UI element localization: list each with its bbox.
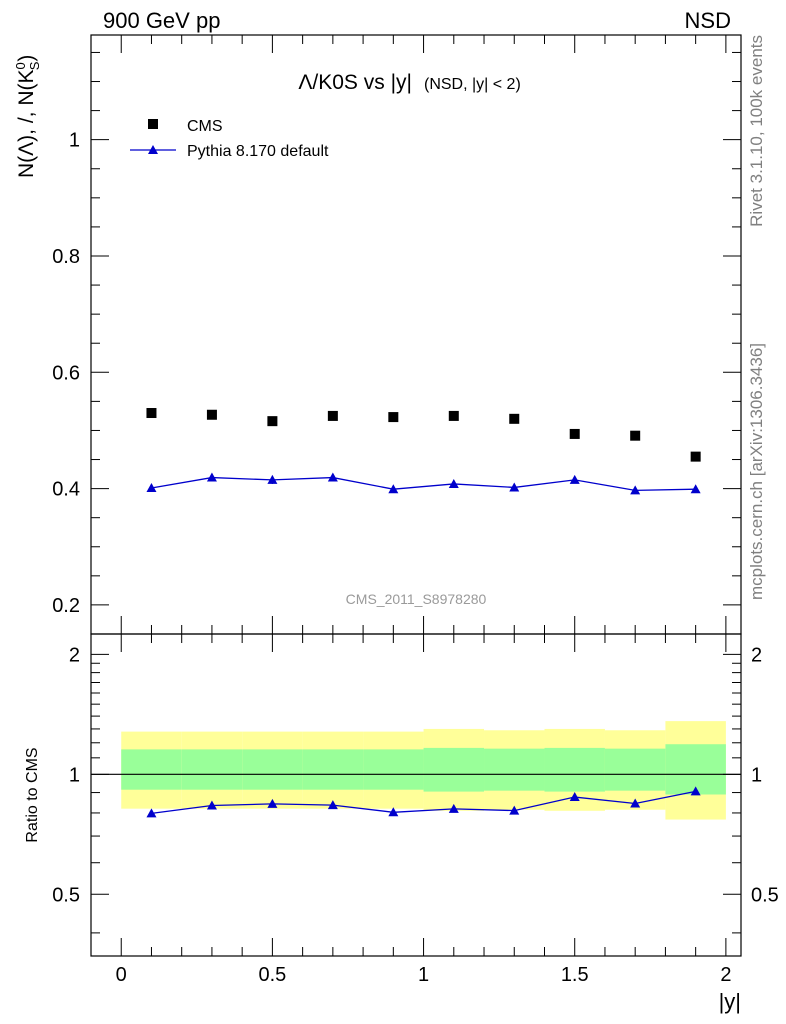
cms-point: [267, 416, 278, 427]
ratio-band-stat: [121, 749, 182, 790]
cms-point: [690, 451, 701, 462]
pythia-point: [267, 474, 278, 484]
cms-point: [206, 409, 217, 420]
source-label: mcplots.cern.ch [arXiv:1306.3436]: [747, 343, 766, 600]
main-y-tick-label: 0.6: [52, 362, 80, 384]
main-y-tick-label: 0.8: [52, 246, 80, 268]
cms-point: [388, 412, 399, 423]
ratio-uncertainty-bands: [121, 721, 726, 820]
legend-pythia-label: Pythia 8.170 default: [187, 143, 329, 160]
x-axis-label: |y|: [719, 989, 741, 1014]
ratio-y-tick-label-left: 1: [69, 764, 80, 786]
ratio-axis-ticks: [91, 634, 741, 956]
cms-point: [448, 410, 459, 421]
pythia-point: [630, 485, 641, 495]
ratio-point: [509, 805, 520, 815]
ratio-series-line: [151, 790, 696, 815]
rivet-info-label: Rivet 3.1.10, 100k events: [747, 35, 766, 227]
plot-title-sub: (NSD, |y| < 2): [424, 76, 521, 93]
ratio-y-tick-label-left: 0.5: [52, 884, 80, 906]
ratio-y-tick-label-right: 2: [751, 644, 762, 666]
pythia-point: [448, 478, 459, 488]
main-data-marks: [146, 408, 701, 495]
pythia-point: [146, 483, 157, 493]
pythia-point: [569, 474, 580, 484]
cms-point: [327, 410, 338, 421]
ratio-band-stat: [544, 747, 605, 792]
x-tick-label: 1.5: [561, 964, 589, 986]
ratio-band-stat: [363, 749, 424, 790]
main-y-tick-labels: 0.2 0.4 0.6 0.8 1: [52, 130, 80, 617]
legend-pythia-marker: [148, 145, 158, 154]
ratio-point: [146, 808, 157, 818]
legend-cms-label: CMS: [187, 118, 223, 135]
ratio-band-stat: [484, 748, 545, 791]
main-y-tick-label: 1: [69, 130, 80, 152]
x-tick-label: 2: [720, 964, 731, 986]
cms-point: [569, 428, 580, 439]
ratio-y-tick-label-left: 2: [69, 644, 80, 666]
pythia-point: [206, 472, 217, 482]
analysis-watermark: CMS_2011_S8978280: [346, 591, 487, 607]
ratio-point: [630, 798, 641, 808]
main-y-tick-label: 0.4: [52, 479, 80, 501]
ratio-point: [448, 803, 459, 813]
ratio-band-stat: [665, 744, 726, 795]
ratio-y-axis-label: Ratio to CMS: [24, 747, 41, 842]
legend-cms-marker: [148, 119, 158, 129]
ratio-point: [327, 800, 338, 810]
ratio-point: [388, 807, 399, 817]
pythia-point: [388, 484, 399, 494]
ratio-band-stat: [423, 747, 485, 792]
ratio-point: [569, 792, 580, 802]
ratio-band-stat: [604, 748, 666, 791]
ratio-band-stat: [181, 749, 243, 790]
main-axis-ticks: [91, 35, 741, 635]
ratio-panel: 0.5 0.5 1 1 2 2 0 0.5 1 1.5 2 Ratio to CMS |y|: [24, 633, 779, 1014]
cms-point: [146, 408, 157, 419]
pythia-point: [509, 482, 520, 492]
ratio-data-marks: [146, 786, 701, 818]
ratio-frame: [90, 633, 742, 957]
ratio-tick-labels: 0.5 0.5 1 1 2 2 0 0.5 1 1.5 2: [52, 644, 779, 986]
ratio-y-tick-label-right: 0.5: [751, 884, 779, 906]
ratio-point: [267, 798, 278, 808]
x-tick-label: 0: [116, 964, 127, 986]
ratio-band-stat: [302, 749, 364, 790]
main-y-tick-label: 0.2: [52, 595, 80, 617]
x-tick-label: 1: [418, 964, 429, 986]
ratio-y-tick-label-right: 1: [751, 764, 762, 786]
process-label: NSD: [685, 8, 731, 33]
plot-title: Λ/K0S vs |y|: [298, 71, 412, 94]
cms-point: [509, 413, 520, 424]
ratio-point: [206, 800, 217, 810]
main-panel: 0.2 0.4 0.6 0.8 1 Λ/K0S vs |y| (NSD, |y| < 2…: [13, 34, 742, 635]
cms-point: [630, 430, 641, 441]
legend: CMS Pythia 8.170 default: [130, 118, 329, 160]
pythia-point: [690, 484, 701, 494]
main-y-axis-label: N(Λ), /, N(K0S): [13, 55, 42, 178]
ratio-point: [690, 786, 701, 796]
ratio-band-stat: [242, 749, 303, 790]
pythia-series-line: [151, 476, 696, 492]
x-tick-label: 0.5: [258, 964, 286, 986]
pythia-point: [327, 472, 338, 482]
energy-label: 900 GeV pp: [103, 8, 220, 33]
